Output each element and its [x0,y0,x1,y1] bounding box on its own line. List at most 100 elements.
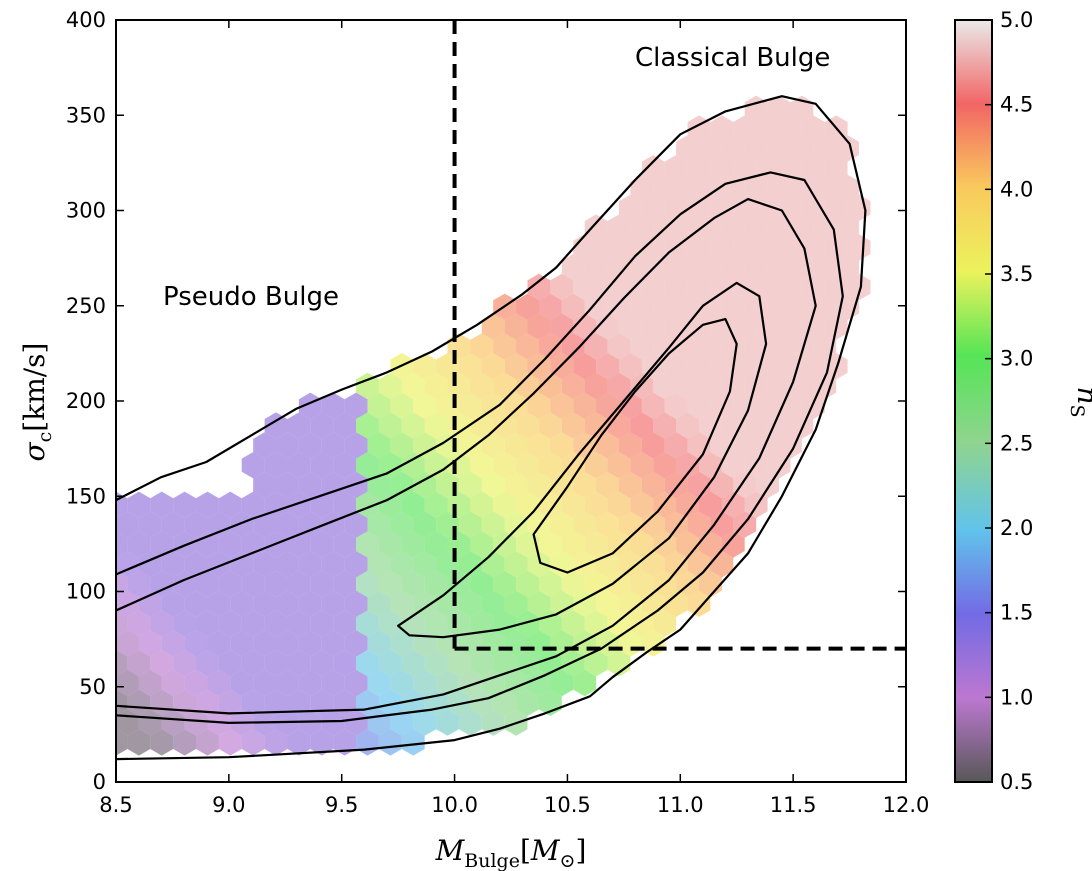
hex-cell [699,174,722,202]
hex-cell [687,273,711,301]
hex-cell [653,452,677,479]
hex-cell [801,115,825,142]
hex-cell [607,452,631,479]
hex-cell [641,313,665,340]
y-axis-label: σc[km/s] [18,343,56,462]
hex-cell [196,689,219,716]
hex-cell [813,135,837,162]
hex-cell [401,729,425,756]
hex-cell [241,570,265,598]
hex-cell [424,452,448,479]
hex-cell [298,511,322,538]
hex-cell [150,570,174,598]
hex-cell [276,432,299,459]
hex-cell [664,353,688,380]
hex-cell [264,650,288,677]
hex-cell [699,333,722,360]
hex-cell [550,590,574,617]
hex-cell [676,372,699,400]
colorbar-label: nS [1066,386,1092,417]
hex-cell [310,570,334,598]
hex-cell [619,313,642,340]
hex-cell [458,551,482,578]
hex-cell [630,412,654,439]
hex-cell [218,650,242,677]
hex-cell [116,590,139,617]
hex-cell [561,610,585,637]
hex-cell [721,254,745,281]
hex-cell [218,729,242,756]
hex-cell [378,412,402,439]
hex-cell [321,392,345,419]
hex-cell [287,412,311,439]
hex-cell [184,709,208,736]
hex-cell [733,471,757,499]
hex-cell [207,551,231,578]
x-axis-label-main: M [435,834,466,867]
hex-cell [207,630,231,657]
x-axis-ticks: 8.5 9.0 9.5 10.0 10.5 11.0 11.5 12.0 [99,20,929,817]
hex-cell [356,452,379,479]
hex-cell [378,650,402,677]
hex-cell [333,570,357,598]
hex-cell [127,610,151,637]
hex-cell [321,669,345,697]
x-axis-label-unit-sub: ⊙ [560,850,576,871]
hex-cell [847,273,871,301]
hex-cell [504,590,528,617]
hex-cell [699,372,722,400]
colorbar-tick-label: 1.0 [1000,685,1033,709]
hex-cell [550,511,574,538]
hex-cell [687,590,711,617]
hex-cell [230,551,254,578]
hex-cell [424,650,448,677]
hex-cell [630,372,654,400]
hex-cell [436,669,459,697]
hex-cell [779,234,802,261]
hex-cell [116,689,128,716]
hex-cell [470,650,494,677]
hex-cell [539,372,562,400]
hex-cell [619,590,642,617]
x-axis-label-open-bracket: [ [520,834,531,867]
hex-cell [550,273,574,301]
hex-cell [321,630,345,657]
hex-cell [699,214,722,241]
hex-cell [413,432,437,459]
hex-cell [710,353,734,380]
hex-cell [401,570,425,598]
bulge-divider [452,20,906,651]
hex-cell [539,452,562,479]
hex-cell [664,273,688,301]
colorbar-tick-label: 2.5 [1000,431,1033,455]
hex-cell [481,590,505,617]
hex-cell [287,570,311,598]
hex-cell [367,432,391,459]
hex-cell [744,333,768,360]
hex-cell [218,570,242,598]
hex-cell [401,491,425,518]
hex-cell [173,491,196,518]
hex-cell [813,254,837,281]
hex-cell [390,392,414,419]
hex-cell [596,432,619,459]
hex-cell [539,293,562,320]
hex-cell [161,709,185,736]
hex-cell [504,313,528,340]
hex-cell [744,214,768,241]
hex-cell [367,392,391,419]
hex-cell [733,353,757,380]
hex-cell [161,590,185,617]
hex-cell [241,729,265,756]
hex-cell [333,452,357,479]
hex-cell [630,452,654,479]
hex-cell [458,590,482,617]
hex-cell [276,551,299,578]
hex-cell [356,531,379,558]
hex-cell [127,570,151,598]
hex-cell [584,293,608,320]
hex-cell [493,333,517,360]
hex-cell [584,214,608,241]
hex-cell [116,570,128,598]
hex-cell [253,551,276,578]
